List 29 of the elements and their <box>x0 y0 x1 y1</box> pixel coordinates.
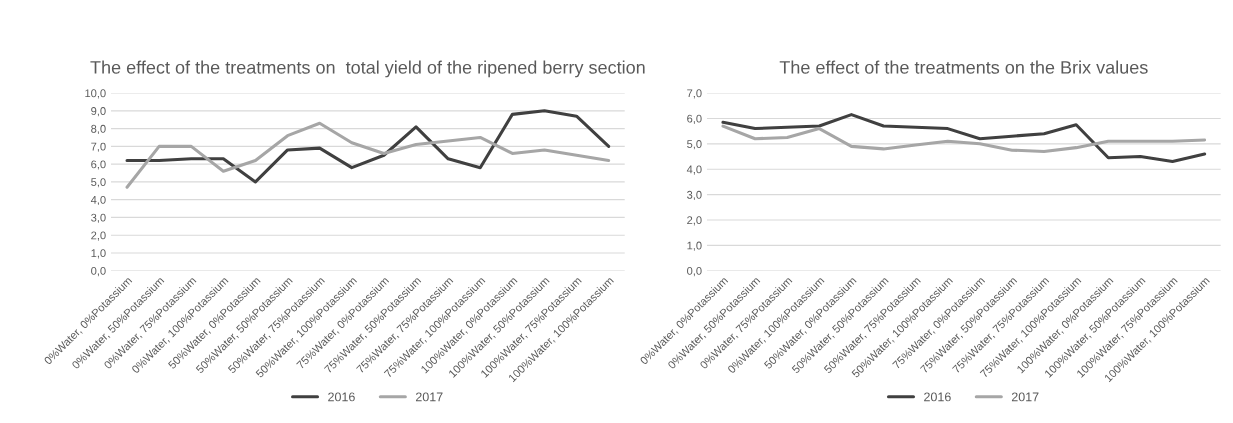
y-tick-label: 7,0 <box>687 89 702 99</box>
y-tick-label: 9,0 <box>91 107 106 117</box>
y-tick-label: 6,0 <box>687 114 702 124</box>
line-series <box>721 113 1207 164</box>
y-tick-label: 3,0 <box>91 213 106 223</box>
y-tick-label: 8,0 <box>91 124 106 135</box>
y-tick-label: 0,0 <box>91 266 106 277</box>
legend-label: 2016 <box>328 392 355 402</box>
y-tick-label: 5,0 <box>687 140 702 150</box>
y-tick-label: 10,0 <box>85 89 106 99</box>
chart-title: The effect of the treatments on total yield of the ripened berry section <box>90 60 645 78</box>
y-tick-label: 6,0 <box>91 160 106 170</box>
line-series <box>125 109 611 184</box>
y-tick-label: 1,0 <box>687 241 702 251</box>
y-tick-label: 3,0 <box>687 190 702 201</box>
legend-label: 2017 <box>1011 392 1039 402</box>
chart-title: The effect of the treatments on the Brix values <box>779 60 1148 74</box>
y-tick-label: 4,0 <box>90 195 106 206</box>
y-tick-label: 5,0 <box>91 178 106 188</box>
line-series <box>125 121 611 189</box>
y-tick-label: 2,0 <box>91 231 106 241</box>
y-tick-label: 7,0 <box>91 142 106 152</box>
y-tick-label: 1,0 <box>91 249 106 259</box>
line-series <box>721 124 1207 153</box>
y-tick-label: 2,0 <box>687 216 702 226</box>
legend-label: 2016 <box>924 392 951 402</box>
legend-label: 2017 <box>415 392 443 402</box>
y-tick-label: 4,0 <box>686 165 702 175</box>
y-tick-label: 0,0 <box>687 266 702 277</box>
